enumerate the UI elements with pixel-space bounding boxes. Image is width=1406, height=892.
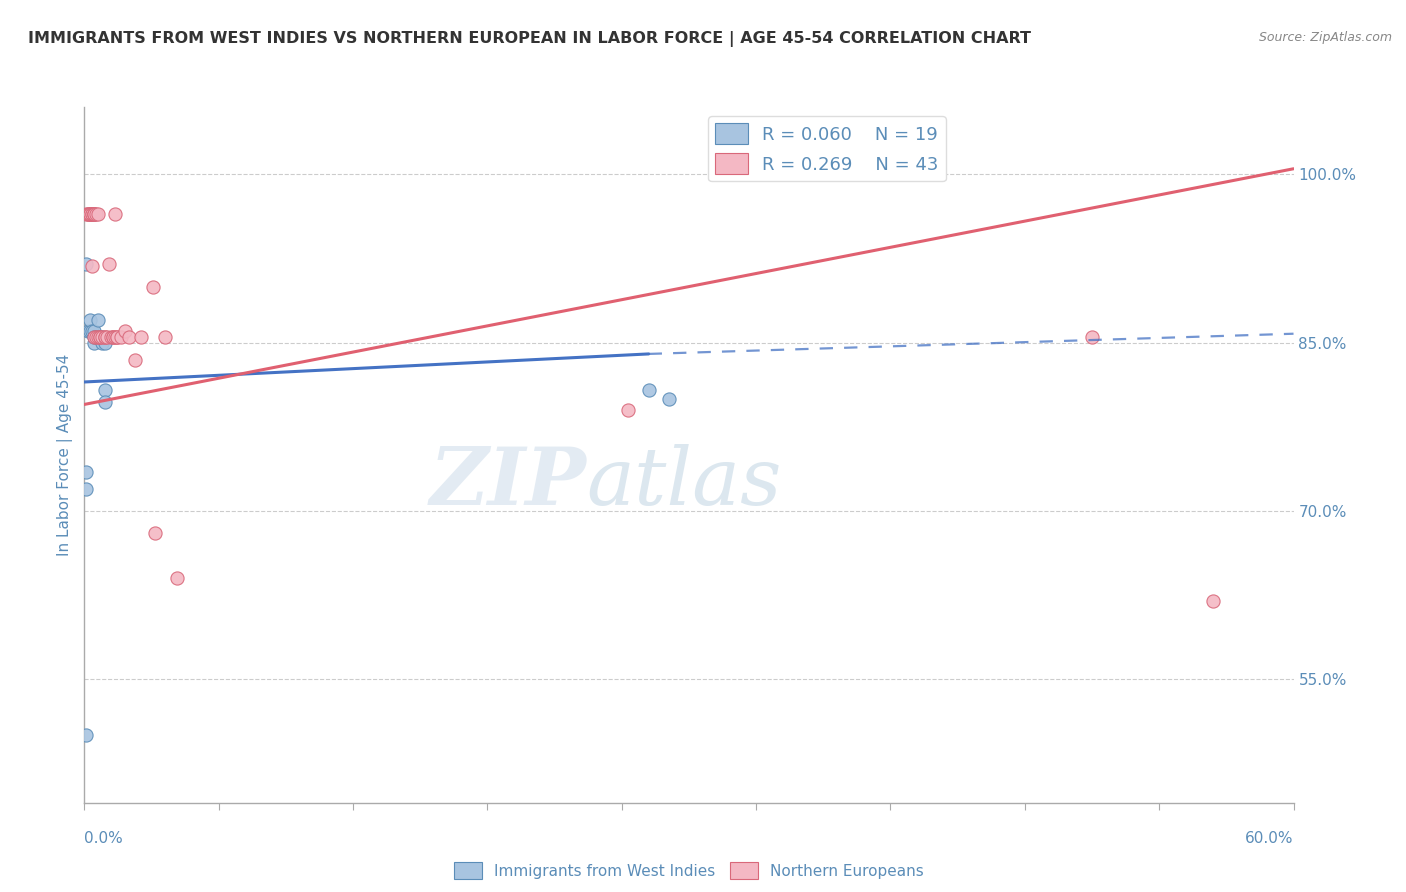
Point — [82, 260, 104, 274]
Point — [93, 330, 115, 344]
Point — [86, 330, 108, 344]
Point — [142, 279, 165, 293]
Point — [658, 392, 681, 406]
Point — [83, 207, 105, 221]
Text: Source: ZipAtlas.com: Source: ZipAtlas.com — [1258, 31, 1392, 45]
Point — [96, 330, 118, 344]
Point — [89, 330, 111, 344]
Point — [89, 330, 111, 344]
Point — [105, 330, 128, 344]
Text: IMMIGRANTS FROM WEST INDIES VS NORTHERN EUROPEAN IN LABOR FORCE | AGE 45-54 CORR: IMMIGRANTS FROM WEST INDIES VS NORTHERN … — [28, 31, 1031, 47]
Point — [97, 257, 120, 271]
Point — [166, 571, 188, 585]
Point — [83, 207, 105, 221]
Point — [77, 207, 100, 221]
Point — [104, 207, 127, 221]
Point — [100, 330, 122, 344]
Point — [89, 330, 111, 344]
Point — [87, 207, 110, 221]
Point — [118, 330, 141, 344]
Point — [86, 330, 108, 344]
Point — [110, 330, 132, 344]
Point — [75, 482, 97, 496]
Point — [91, 330, 114, 344]
Point — [143, 526, 166, 541]
Point — [153, 330, 176, 344]
Text: 0.0%: 0.0% — [84, 830, 124, 846]
Point — [75, 465, 97, 479]
Text: 60.0%: 60.0% — [1246, 830, 1294, 846]
Point — [83, 325, 105, 339]
Point — [105, 330, 128, 344]
Point — [93, 395, 115, 409]
Point — [101, 330, 124, 344]
Point — [77, 325, 100, 339]
Y-axis label: In Labor Force | Age 45-54: In Labor Force | Age 45-54 — [58, 354, 73, 556]
Point — [79, 207, 101, 221]
Point — [77, 207, 100, 221]
Point — [124, 352, 146, 367]
Point — [75, 257, 97, 271]
Point — [79, 207, 101, 221]
Point — [101, 330, 124, 344]
Text: ZIP: ZIP — [429, 444, 586, 522]
Point — [637, 383, 659, 397]
Point — [87, 330, 110, 344]
Point — [82, 207, 104, 221]
Point — [83, 207, 105, 221]
Point — [91, 330, 114, 344]
Point — [93, 335, 115, 350]
Point — [93, 330, 115, 344]
Point — [82, 207, 104, 221]
Point — [129, 330, 152, 344]
Point — [79, 207, 101, 221]
Point — [114, 325, 136, 339]
Point — [75, 729, 97, 743]
Point — [1081, 330, 1104, 344]
Point — [87, 313, 110, 327]
Point — [83, 330, 105, 344]
Point — [82, 325, 104, 339]
Point — [617, 403, 640, 417]
Text: atlas: atlas — [586, 444, 782, 522]
Point — [1202, 594, 1225, 608]
Point — [79, 325, 101, 339]
Legend: Immigrants from West Indies, Northern Europeans: Immigrants from West Indies, Northern Eu… — [449, 855, 929, 886]
Point — [86, 207, 108, 221]
Point — [83, 330, 105, 344]
Point — [104, 330, 127, 344]
Point — [75, 207, 97, 221]
Point — [79, 313, 101, 327]
Point — [93, 383, 115, 397]
Point — [83, 335, 105, 350]
Point — [91, 335, 114, 350]
